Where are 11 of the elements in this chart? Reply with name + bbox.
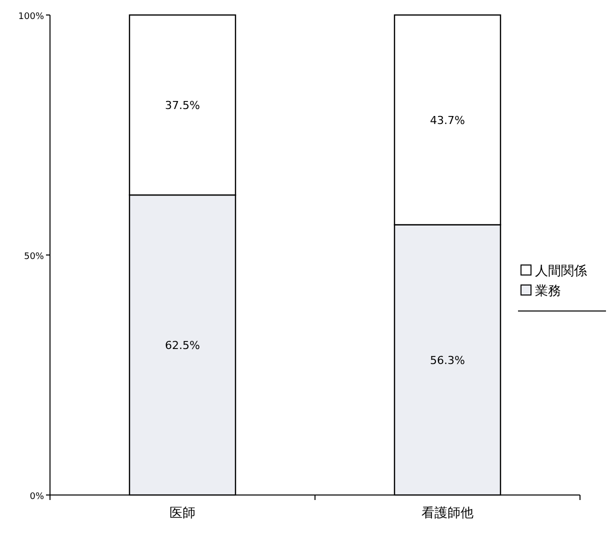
data-label: 43.7% — [430, 114, 465, 127]
data-label: 37.5% — [165, 99, 200, 112]
x-tick-label: 看護師他 — [422, 506, 474, 521]
y-tick-label: 100% — [18, 12, 44, 22]
y-tick-label: 50% — [24, 252, 44, 262]
data-label: 56.3% — [430, 354, 465, 367]
y-tick-label: 0% — [30, 492, 44, 502]
x-tick-label: 医師 — [170, 506, 196, 521]
data-label: 62.5% — [165, 339, 200, 352]
legend-label: 人間関係 — [535, 264, 587, 279]
legend-label: 業務 — [535, 284, 561, 299]
